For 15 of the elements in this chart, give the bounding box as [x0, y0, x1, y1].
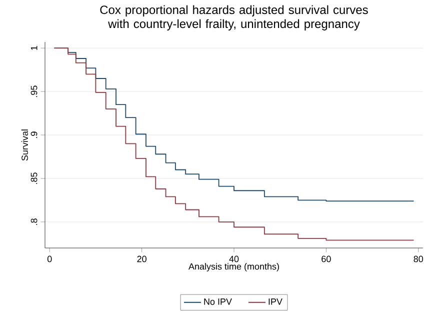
y-tick-label: .95 [30, 86, 38, 97]
x-tick-label: 20 [137, 256, 146, 262]
x-axis-title: Analysis time (months) [188, 263, 279, 272]
x-tick-label: 80 [414, 256, 424, 262]
y-tick-label: .85 [30, 172, 38, 184]
y-tick-label: .9 [30, 132, 38, 138]
x-tick-label: 0 [47, 256, 52, 262]
y-tick-label: 1 [31, 46, 38, 50]
y-tick-label: .8 [30, 218, 38, 225]
y-axis-title: Survival [21, 130, 28, 161]
chart-title: Cox proportional hazards adjusted survival curves with country-level frailty, unintended pregnancy [100, 5, 368, 30]
legend-label: No IPV [204, 298, 232, 305]
x-tick-label: 40 [229, 256, 239, 262]
x-tick-label: 60 [322, 256, 331, 262]
legend-label: IPV [268, 298, 282, 305]
